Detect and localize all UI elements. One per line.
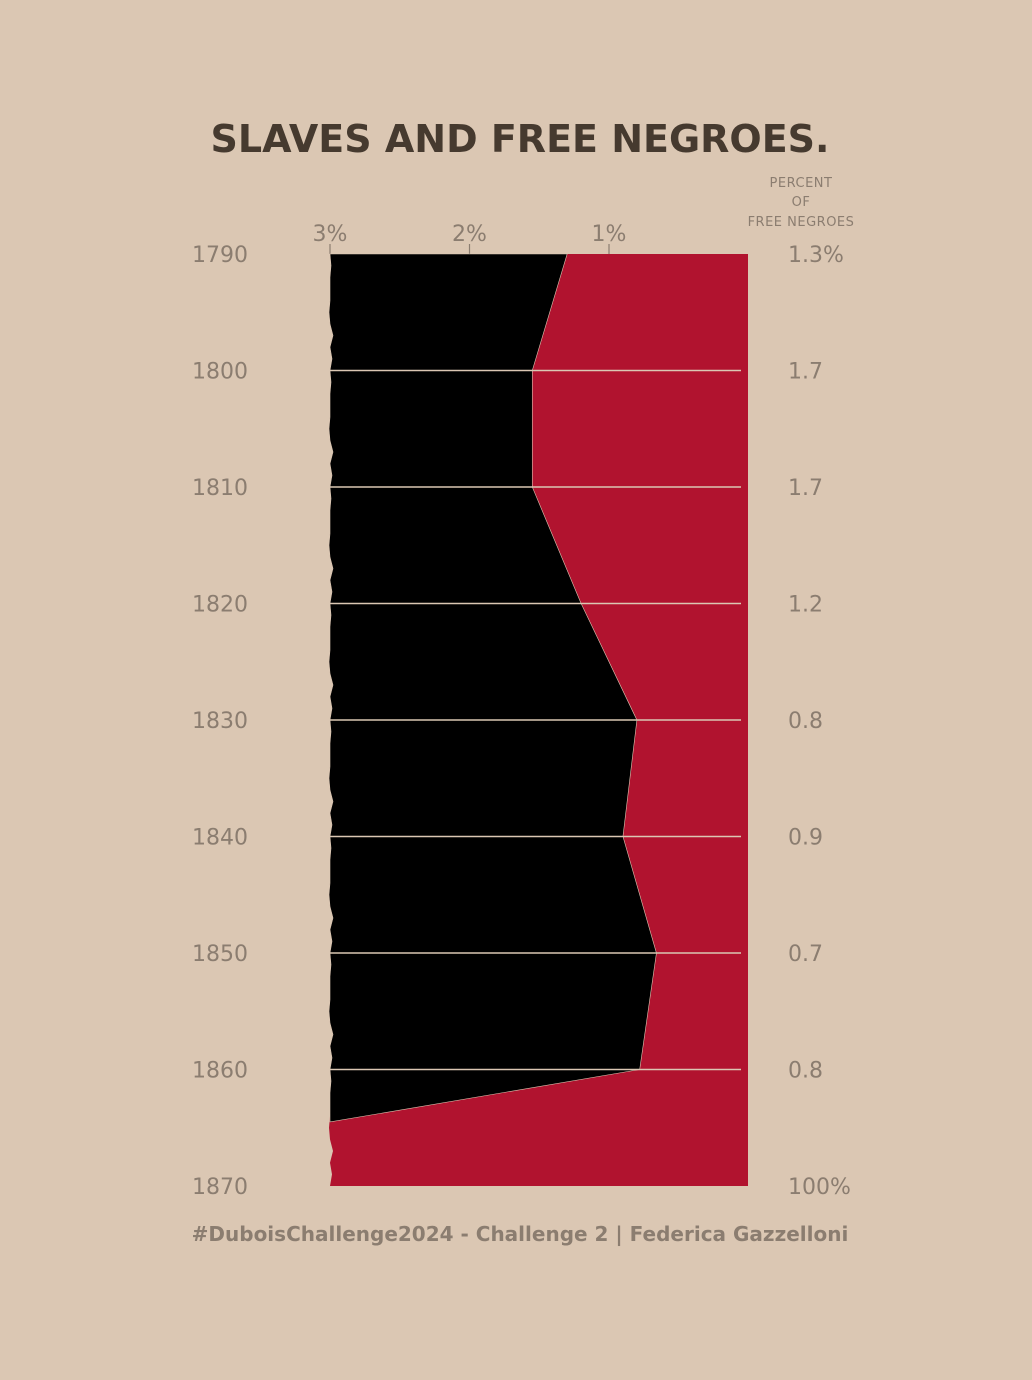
gridlines [326, 369, 741, 1071]
year-label-1830: 1830 [192, 709, 248, 734]
percent-label-1860: 0.8 [788, 1059, 823, 1084]
percent-label-1870: 100% [788, 1175, 851, 1200]
percent-labels: 1.3% 1.7 1.7 1.2 0.8 0.9 0.7 0.8 100% [788, 243, 851, 1200]
percent-label-1830: 0.8 [788, 709, 823, 734]
percent-label-1820: 1.2 [788, 593, 823, 618]
percent-label-1800: 1.7 [788, 360, 823, 385]
percent-label-1790: 1.3% [788, 243, 844, 268]
year-label-1790: 1790 [192, 243, 248, 268]
percent-label-1850: 0.7 [788, 942, 823, 967]
year-label-1850: 1850 [192, 942, 248, 967]
credit-line: #DuboisChallenge2024 - Challenge 2 | Fed… [192, 1222, 849, 1246]
year-labels: 1790 1800 1810 1820 1830 1840 1850 1860 1870 [192, 243, 248, 1200]
right-header-line-2: OF [792, 195, 811, 210]
year-label-1840: 1840 [192, 826, 248, 851]
year-label-1820: 1820 [192, 593, 248, 618]
top-axis-tick-label-1: 1% [592, 222, 627, 247]
year-label-1870: 1870 [192, 1175, 248, 1200]
year-label-1860: 1860 [192, 1059, 248, 1084]
year-label-1800: 1800 [192, 360, 248, 385]
top-axis: 3% 2% 1% [313, 222, 627, 254]
percent-label-1810: 1.7 [788, 476, 823, 501]
year-label-1810: 1810 [192, 476, 248, 501]
top-axis-tick-label-3: 3% [313, 222, 348, 247]
percent-label-1840: 0.9 [788, 826, 823, 851]
right-header-line-1: PERCENT [770, 176, 833, 191]
right-header-line-3: FREE NEGROES [748, 215, 855, 230]
top-axis-tick-label-2: 2% [452, 222, 487, 247]
chart-title: SLAVES AND FREE NEGROES. [210, 117, 829, 161]
